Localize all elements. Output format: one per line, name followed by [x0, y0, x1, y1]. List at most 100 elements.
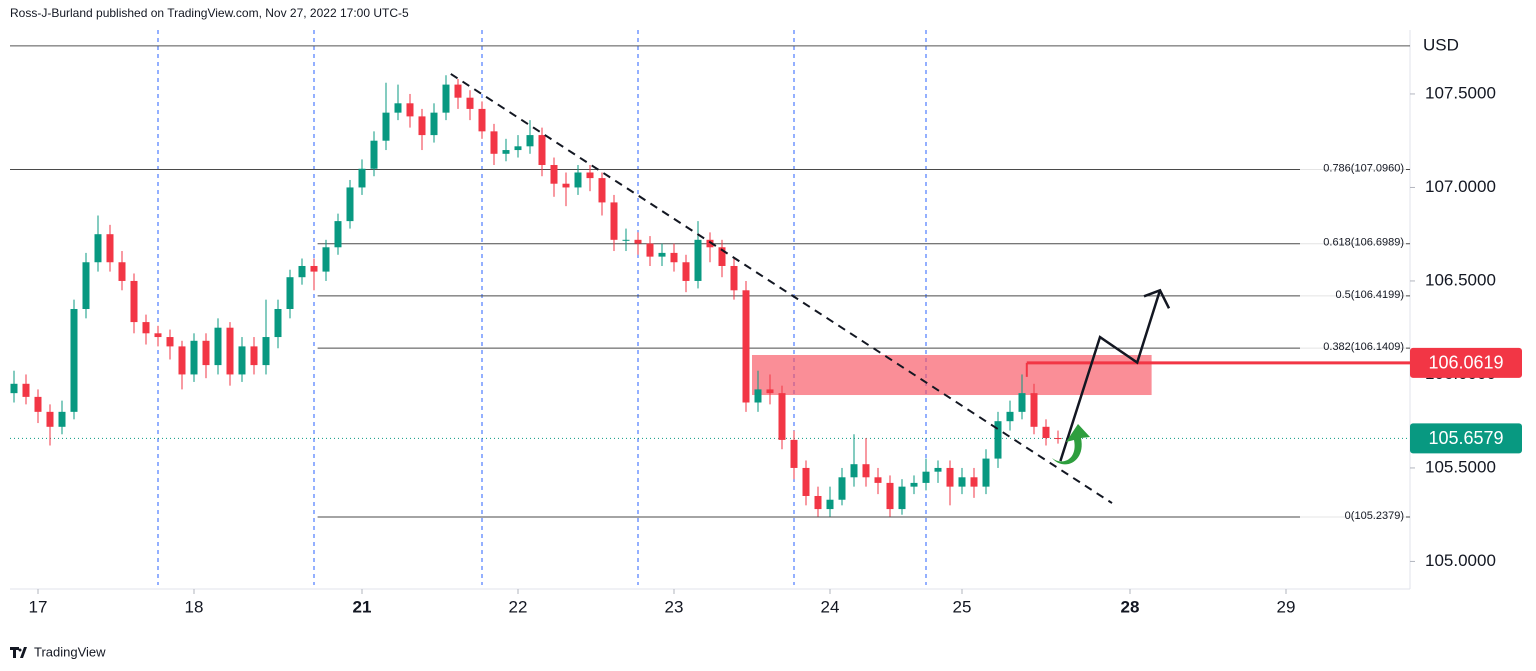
fib-label-bg: [1300, 509, 1406, 522]
candle-body: [94, 234, 102, 263]
candle-body: [490, 131, 498, 154]
candle-body: [322, 247, 330, 272]
price-tag: [1410, 423, 1522, 454]
candle-body: [790, 439, 798, 468]
candle-body: [646, 243, 654, 257]
candle-body: [634, 239, 642, 244]
candle-body: [118, 262, 126, 281]
candle-body: [58, 411, 66, 427]
candle-body: [178, 346, 186, 375]
projection-arrowhead: [1143, 288, 1171, 309]
projection-path: [1059, 289, 1162, 462]
fib-label: 0.382(106.1409): [1323, 341, 1404, 353]
candle-body: [286, 277, 294, 309]
price-tag-label: 105.6579: [1428, 428, 1503, 448]
x-tick-label: 29: [1277, 597, 1296, 616]
candle-body: [958, 477, 966, 487]
y-tick-label: 106.5000: [1425, 270, 1496, 289]
candle-body: [130, 280, 138, 323]
candle-body: [934, 467, 942, 472]
candle-body: [418, 116, 426, 136]
candle-body: [274, 308, 282, 338]
candle-body: [10, 383, 18, 394]
currency: USD: [1423, 35, 1459, 54]
candle-body: [454, 84, 462, 98]
candle-body: [526, 135, 534, 147]
footer-logo: [10, 647, 27, 658]
fib-label: 0.618(106.6989): [1323, 237, 1404, 249]
fib-label-bg: [1300, 288, 1406, 301]
fib-label-bg: [1300, 236, 1406, 249]
candle-body: [754, 389, 762, 403]
fib-label: 0.5(106.4199): [1336, 289, 1405, 301]
candle-body: [670, 252, 678, 263]
candle-body: [994, 421, 1002, 459]
candle-body: [766, 389, 774, 394]
x-tick-label: 25: [953, 597, 972, 616]
bounce-arrow: [1052, 424, 1090, 465]
candle-body: [310, 265, 318, 272]
candle-body: [442, 84, 450, 113]
candle-body: [394, 103, 402, 113]
candle-body: [298, 265, 306, 278]
candle-body: [370, 140, 378, 169]
candle-body: [466, 97, 474, 109]
candle-body: [742, 290, 750, 403]
x-tick-label: 21: [353, 597, 372, 616]
x-tick-label: 23: [665, 597, 684, 616]
attribution: Ross-J-Burland published on TradingView.…: [10, 6, 409, 20]
candle-body: [922, 471, 930, 483]
candle-body: [106, 234, 114, 263]
candle-body: [262, 337, 270, 366]
y-tick-label: 105.5000: [1425, 457, 1496, 476]
fib-label-bg: [1300, 162, 1406, 175]
footer: TradingView: [34, 644, 106, 659]
candle-body: [346, 187, 354, 222]
trendline: [450, 73, 1113, 504]
candle-body: [862, 464, 870, 478]
candle-body: [838, 477, 846, 500]
candle-body: [358, 168, 366, 188]
candle-body: [538, 135, 546, 166]
candle-body: [598, 178, 606, 203]
candle-body: [382, 112, 390, 141]
candle-body: [70, 308, 78, 412]
x-tick-label: 22: [509, 597, 528, 616]
y-tick-label: 105.0000: [1425, 551, 1496, 570]
fib-label: 0.786(107.0960): [1323, 162, 1404, 174]
candle-body: [1030, 393, 1038, 427]
y-tick-label: 107.5000: [1425, 83, 1496, 102]
candle-body: [610, 202, 618, 240]
candle-body: [1054, 438, 1062, 440]
candle-body: [718, 247, 726, 266]
candle-body: [706, 239, 714, 248]
fib-label-bg: [1300, 341, 1406, 354]
y-tick-label: 107.0000: [1425, 177, 1496, 196]
candle-body: [190, 340, 198, 375]
candle-body: [826, 499, 834, 510]
candle-body: [154, 333, 162, 338]
x-tick-label: 24: [821, 597, 840, 616]
candle-body: [982, 458, 990, 487]
candle-body: [226, 327, 234, 375]
candle-body: [586, 172, 594, 179]
fib-label: 0(105.2379): [1345, 510, 1404, 522]
candle-body: [1018, 393, 1026, 412]
candle-body: [214, 327, 222, 366]
x-tick-label: 17: [29, 597, 48, 616]
candle-body: [250, 346, 258, 366]
x-tick-label: 18: [185, 597, 204, 616]
candle-body: [874, 477, 882, 483]
price-tag-label: 106.0619: [1428, 353, 1503, 373]
candle-body: [334, 221, 342, 248]
candle-body: [502, 150, 510, 154]
candle-body: [550, 165, 558, 184]
candle-body: [802, 467, 810, 496]
candle-body: [814, 495, 822, 510]
candle-body: [694, 239, 702, 281]
candle-body: [970, 477, 978, 487]
candle-body: [82, 262, 90, 309]
candle-body: [478, 108, 486, 132]
candle-body: [514, 146, 522, 151]
